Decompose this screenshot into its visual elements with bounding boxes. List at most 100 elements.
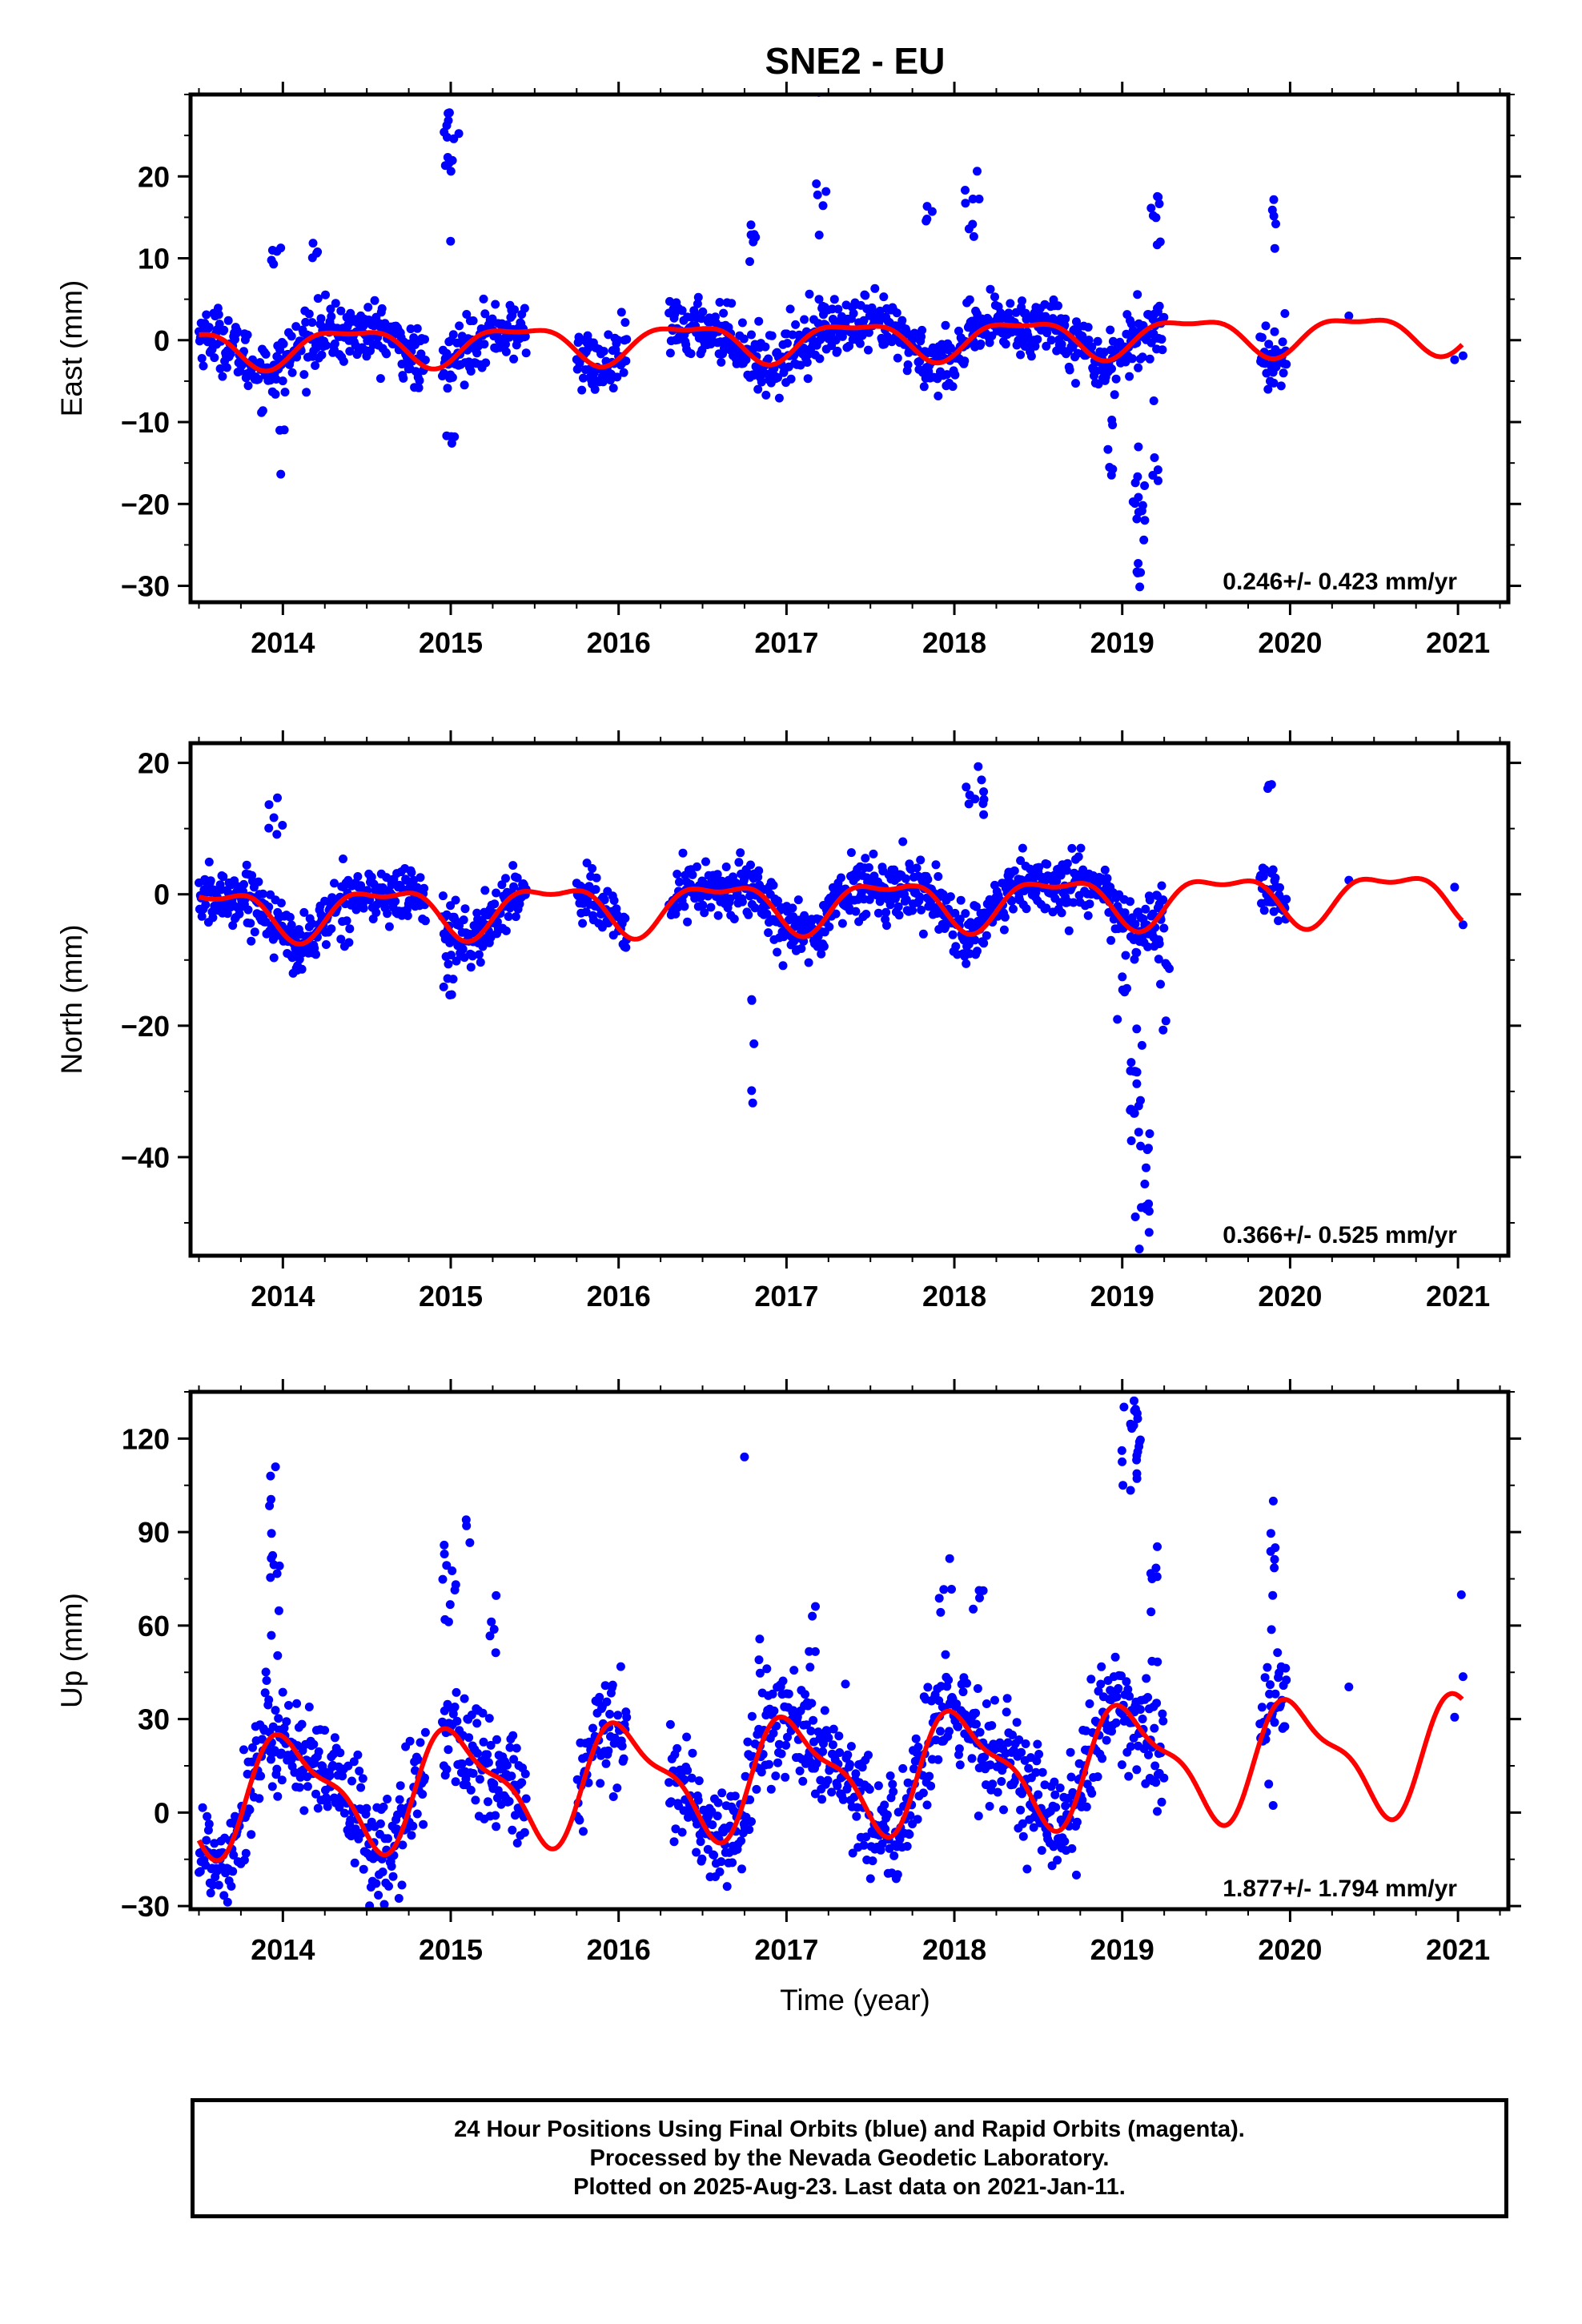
data-point (1130, 1067, 1139, 1076)
data-point (764, 354, 773, 364)
data-point (213, 304, 223, 313)
data-point (946, 892, 955, 902)
data-point (917, 325, 927, 335)
data-point (345, 347, 355, 356)
y-tick-label: 0 (154, 324, 170, 357)
data-point (581, 907, 591, 917)
data-point (412, 324, 422, 333)
data-point (367, 872, 376, 882)
data-point (713, 1798, 723, 1807)
data-point (600, 895, 609, 905)
data-point (805, 1647, 814, 1656)
data-point (1033, 1739, 1042, 1749)
x-tick-label: 2015 (419, 1280, 483, 1313)
data-point (861, 854, 870, 863)
data-point (789, 1666, 799, 1675)
data-point (1458, 351, 1468, 360)
data-point (496, 1799, 506, 1809)
data-point (383, 1795, 392, 1803)
data-point (455, 321, 464, 331)
data-point (820, 1706, 829, 1715)
data-point (867, 303, 877, 312)
data-point (1062, 858, 1072, 868)
data-point (1111, 1718, 1121, 1727)
data-point (619, 1754, 628, 1763)
data-point (418, 1790, 428, 1799)
x-tick-label: 2021 (1426, 1933, 1490, 1966)
data-point (1162, 961, 1172, 971)
data-point (363, 303, 373, 312)
data-point (764, 928, 773, 938)
data-point (600, 1681, 610, 1691)
data-point (1073, 348, 1082, 358)
data-point (464, 1733, 474, 1743)
data-point (1022, 1864, 1032, 1874)
data-point (291, 322, 301, 332)
data-point (512, 1743, 521, 1753)
data-point (339, 356, 348, 366)
data-point (1266, 1529, 1275, 1538)
data-point (1157, 1797, 1166, 1807)
data-point (621, 943, 631, 952)
data-point (383, 909, 392, 919)
data-point (1154, 199, 1164, 208)
data-point (228, 921, 238, 931)
data-point (1072, 1817, 1082, 1827)
data-point (965, 295, 974, 304)
data-point (848, 1848, 857, 1858)
data-point (269, 259, 279, 269)
data-point (1093, 1772, 1102, 1782)
data-point (948, 382, 958, 392)
data-point (954, 1722, 963, 1731)
data-point (439, 982, 448, 991)
data-point (788, 903, 797, 913)
x-tick-label: 2021 (1426, 1280, 1490, 1313)
data-point (931, 860, 941, 870)
y-tick-label: −40 (121, 1141, 170, 1174)
data-point (1259, 906, 1269, 915)
data-point (911, 1734, 921, 1743)
data-point (849, 308, 858, 318)
data-point (1021, 1739, 1030, 1748)
data-point (873, 1781, 883, 1791)
data-point (481, 358, 491, 368)
data-point (1269, 195, 1279, 204)
data-point (591, 885, 600, 895)
data-point (1142, 1163, 1150, 1172)
data-point (905, 1830, 914, 1839)
data-point (1344, 312, 1354, 320)
y-axis-label-up: Up (mm) (55, 1593, 88, 1708)
data-point (304, 309, 314, 319)
data-point (806, 1727, 816, 1735)
data-point (262, 1676, 271, 1685)
data-point (717, 357, 726, 367)
data-point (444, 1745, 453, 1755)
data-point (1034, 1790, 1043, 1799)
data-point (665, 348, 675, 358)
data-point (377, 304, 387, 313)
data-point (818, 201, 828, 211)
data-point (375, 374, 385, 384)
data-point (582, 858, 592, 868)
data-point (865, 1874, 875, 1884)
data-point (375, 1819, 385, 1828)
data-point (1122, 1677, 1131, 1687)
data-point (267, 1782, 277, 1791)
data-point (1450, 1712, 1460, 1722)
data-point (1154, 935, 1163, 944)
data-point (706, 903, 716, 912)
data-point (204, 857, 214, 866)
y-tick-label: 10 (138, 243, 170, 275)
data-point (740, 1452, 749, 1462)
data-point (813, 1727, 823, 1737)
data-point (616, 308, 626, 317)
data-point (965, 790, 974, 800)
data-point (747, 1817, 756, 1827)
data-point (745, 257, 754, 267)
data-point (671, 1824, 681, 1834)
data-point (271, 1706, 280, 1715)
data-point (451, 1777, 460, 1787)
data-point (893, 1870, 902, 1880)
data-point (276, 899, 286, 908)
data-point (1269, 378, 1279, 388)
